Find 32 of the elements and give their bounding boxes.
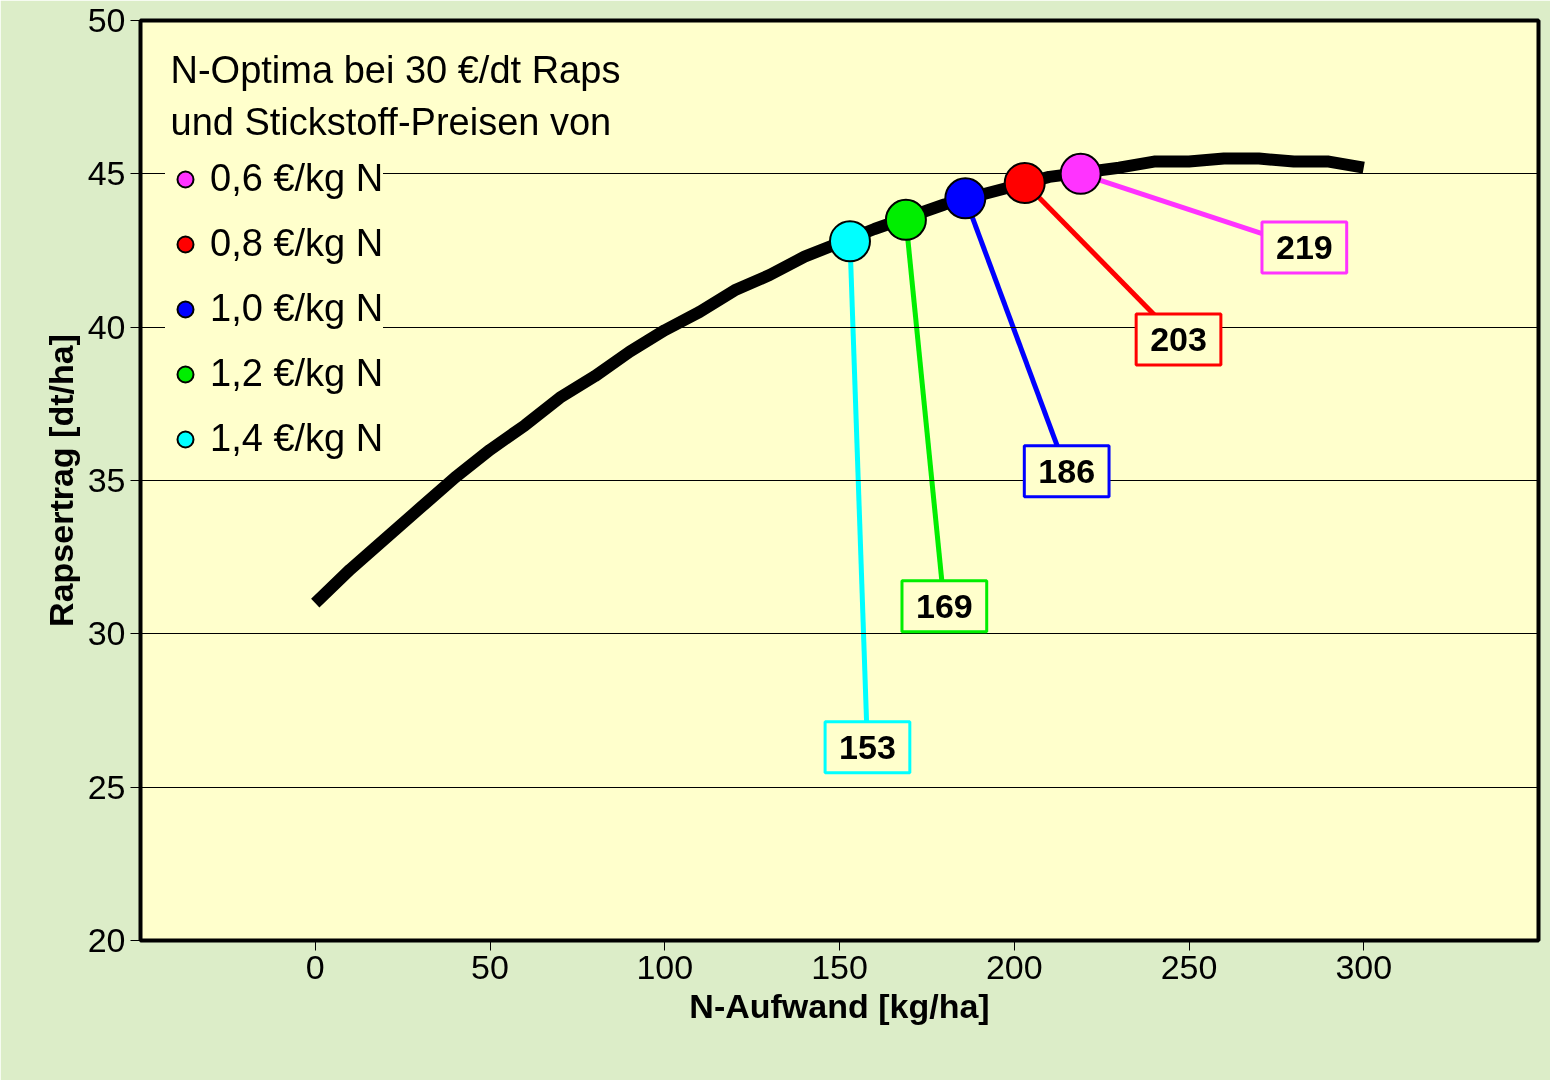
- legend-label: 1,4 €/kg N: [210, 417, 384, 460]
- legend-label: 0,6 €/kg N: [210, 157, 384, 200]
- x-tick-label: 50: [471, 947, 509, 986]
- x-tick-label: 200: [985, 947, 1043, 986]
- x-axis-title: N-Aufwand [kg/ha]: [689, 986, 990, 1025]
- y-tick-label: 30: [87, 614, 126, 653]
- annotation: 203: [1150, 319, 1207, 358]
- point: [828, 220, 871, 263]
- annotation: 169: [915, 586, 973, 625]
- x-tick-label: 0: [305, 947, 325, 986]
- y-tick-label: 40: [87, 307, 126, 346]
- point: [1003, 162, 1046, 204]
- legend-label: 0,8 €/kg N: [210, 222, 384, 265]
- legend-title: N-Optima bei 30 €/dt Raps und Stickstoff-Preisen von: [170, 48, 621, 143]
- annotation: 219: [1275, 227, 1333, 266]
- y-tick-label: 50: [87, 1, 126, 39]
- legend-label: 1,0 €/kg N: [210, 287, 384, 330]
- annotation: 186: [1038, 451, 1096, 490]
- x-tick-label: 250: [1160, 947, 1218, 986]
- point: [944, 177, 987, 220]
- y-tick-label: 35: [87, 461, 126, 499]
- point: [884, 198, 927, 241]
- annotation: 153: [839, 727, 896, 766]
- legend-label: 1,2 €/kg N: [210, 352, 384, 395]
- y-axis-title: Rapsertrag [dt/ha]: [41, 334, 80, 627]
- y-tick-label: 25: [87, 767, 126, 806]
- x-tick-label: 300: [1335, 947, 1393, 986]
- x-tick-label: 150: [811, 947, 868, 986]
- x-tick-label: 100: [636, 947, 694, 986]
- point: [1059, 152, 1102, 195]
- y-tick-label: 20: [87, 921, 126, 959]
- y-tick-label: 45: [87, 154, 126, 193]
